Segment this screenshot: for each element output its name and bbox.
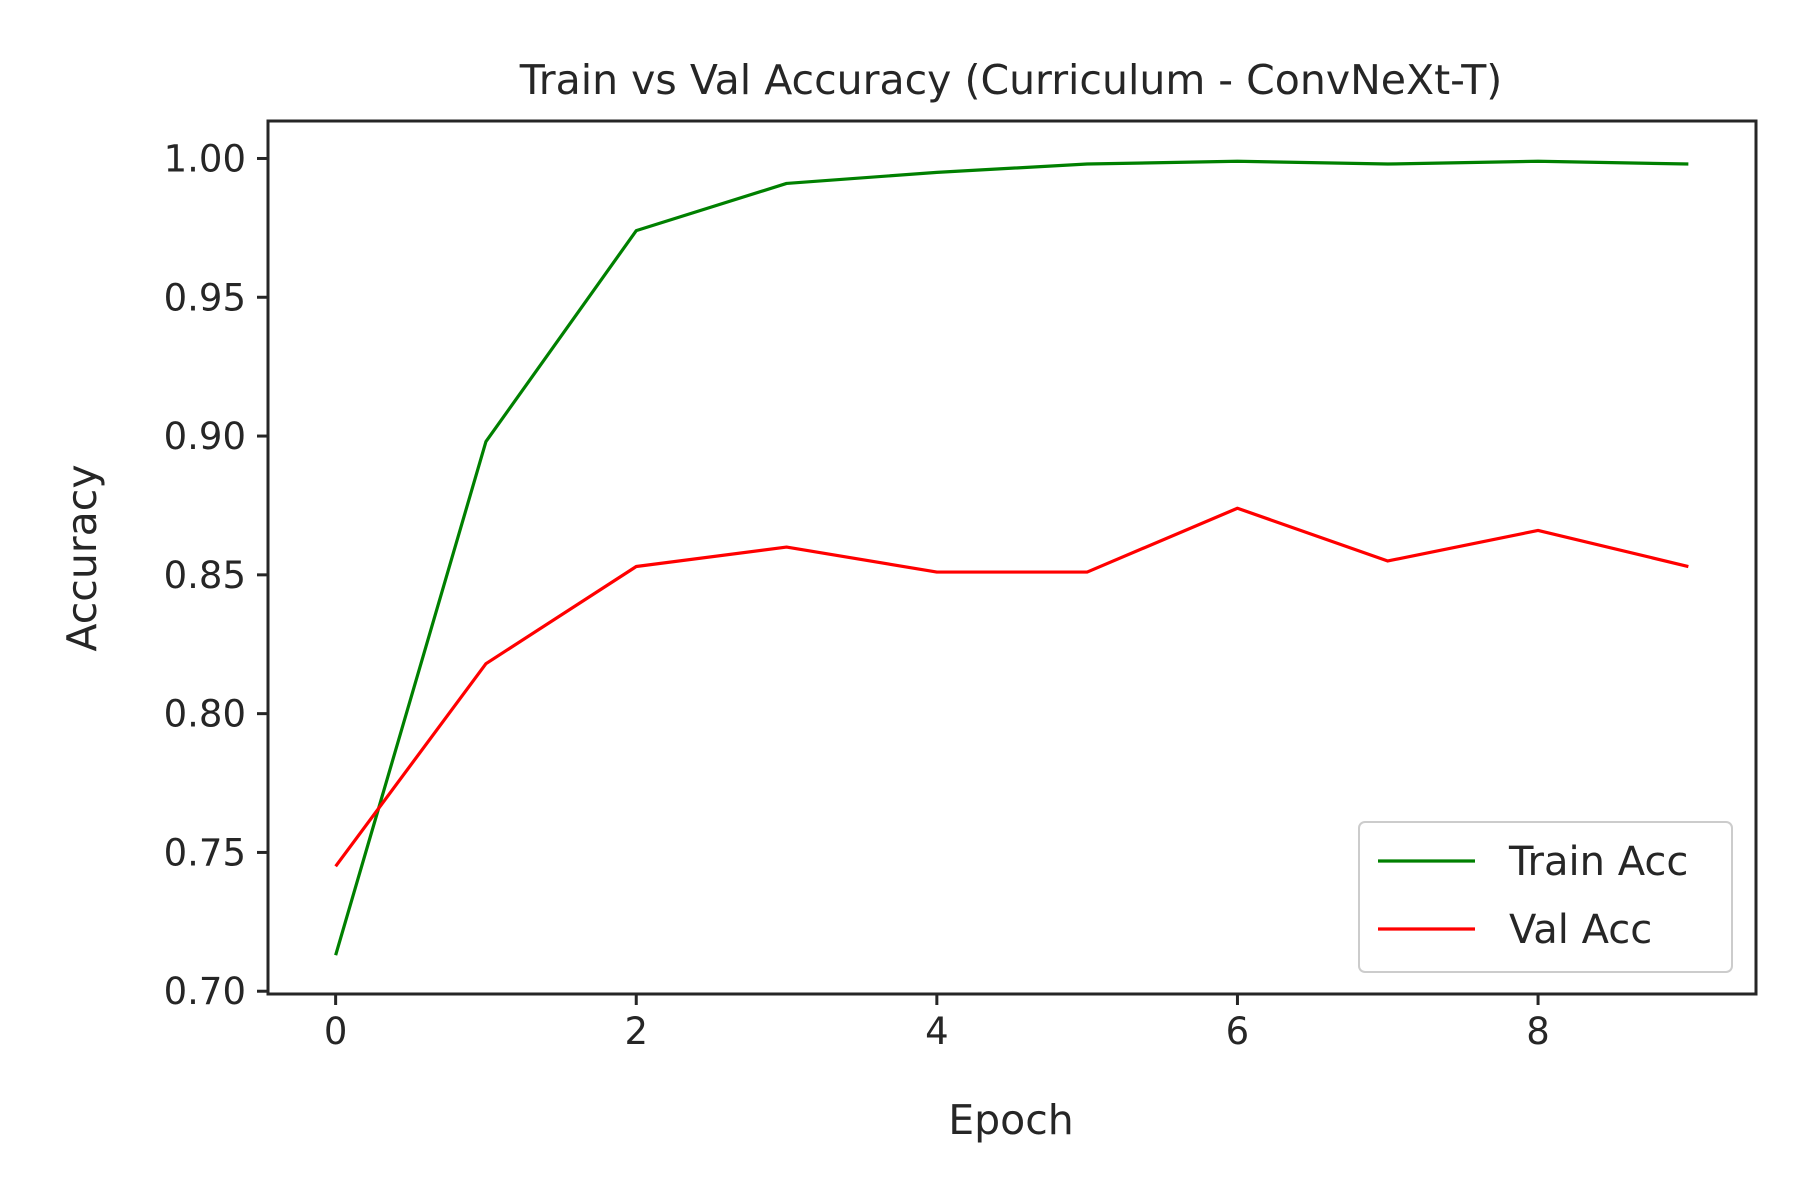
x-tick-label: 2: [624, 1010, 648, 1053]
x-tick-label: 0: [324, 1010, 348, 1053]
x-tick-label: 8: [1526, 1010, 1550, 1053]
legend-label-train-acc: Train Acc: [1508, 839, 1688, 885]
legend-label-val-acc: Val Acc: [1509, 907, 1652, 953]
x-tick-label: 4: [925, 1010, 949, 1053]
y-tick-label: 0.70: [164, 970, 246, 1013]
y-tick-label: 0.90: [164, 415, 246, 458]
y-axis-ticks: 0.70 0.75 0.80 0.85 0.90 0.95 1.00: [164, 137, 268, 1013]
x-tick-label: 6: [1226, 1010, 1250, 1053]
y-tick-label: 0.85: [164, 554, 246, 597]
y-tick-label: 0.80: [164, 693, 246, 736]
y-tick-label: 0.75: [164, 831, 246, 874]
series-lines: [334, 159, 1689, 956]
y-axis-label: Accuracy: [58, 464, 106, 651]
legend: Train Acc Val Acc: [1358, 821, 1733, 973]
legend-items: Train Acc Val Acc: [1378, 839, 1688, 953]
y-tick-label: 1.00: [164, 137, 246, 180]
chart-title: Train vs Val Accuracy (Curriculum - Conv…: [519, 56, 1502, 104]
series-line-train-acc: [334, 159, 1689, 956]
series-line-val-acc: [334, 506, 1689, 868]
x-axis-ticks: 0 2 4 6 8: [324, 994, 1550, 1053]
x-axis-label: Epoch: [948, 1096, 1074, 1144]
plot-frame: [266, 119, 1758, 996]
y-tick-label: 0.95: [164, 276, 246, 319]
